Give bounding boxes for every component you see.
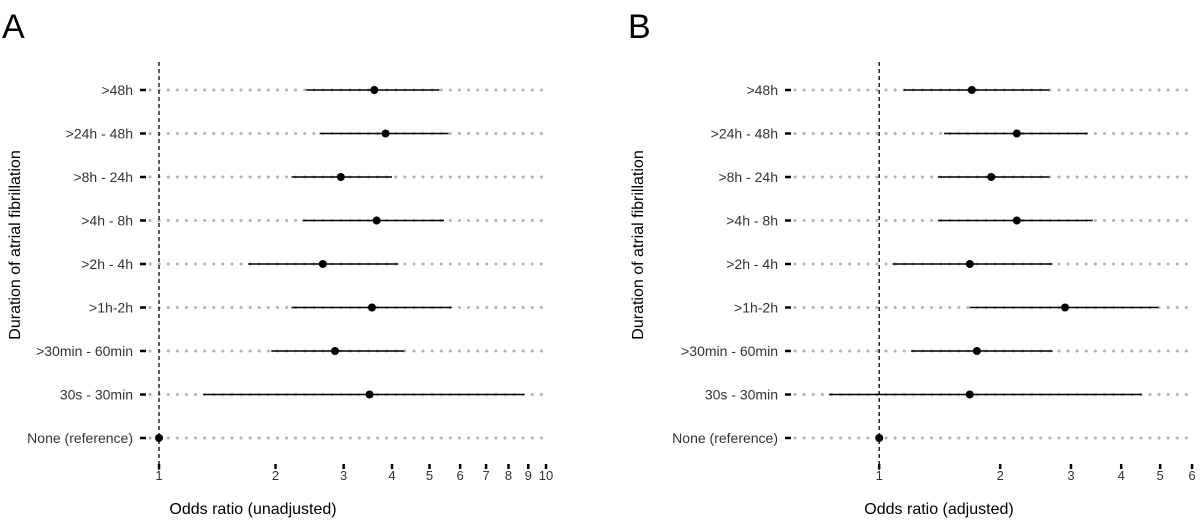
x-tick-label: 3 [1067, 468, 1074, 483]
panel-letter: B [628, 8, 651, 46]
x-tick-label: 6 [457, 468, 464, 483]
point-estimate [367, 303, 376, 312]
category-label: >4h - 8h [81, 213, 133, 229]
point-estimate [318, 260, 327, 268]
panel-b: B Duration of atrial fibrillation Odds r… [628, 8, 1196, 518]
x-axis-title: Odds ratio (adjusted) [864, 501, 1013, 518]
point-estimate [336, 173, 345, 181]
x-tick-label: 4 [388, 468, 395, 483]
point-estimate [365, 390, 374, 399]
category-label: >2h - 4h [81, 256, 133, 272]
x-tick-label: 2 [997, 468, 1004, 483]
x-tick-label: 8 [505, 468, 512, 483]
x-tick-label: 5 [426, 468, 433, 483]
point-estimate [331, 347, 340, 355]
point-estimate [1061, 303, 1070, 312]
y-axis-title: Duration of atrial fibrillation [7, 150, 24, 339]
x-tick-label: 5 [1157, 468, 1164, 483]
panel-letter: A [2, 8, 25, 46]
point-estimate [972, 347, 981, 355]
y-axis-title: Duration of atrial fibrillation [630, 150, 647, 339]
point-estimate [381, 129, 390, 138]
category-label: 30s - 30min [705, 387, 778, 403]
x-tick-label: 10 [539, 468, 553, 483]
point-estimate [965, 390, 974, 399]
x-axis-title: Odds ratio (unadjusted) [169, 501, 336, 518]
x-tick-label: 6 [1188, 468, 1195, 483]
x-tick-label: 1 [876, 468, 883, 483]
category-label: None (reference) [27, 430, 133, 446]
panel-a: A Duration of atrial fibrillation Odds r… [2, 8, 553, 518]
point-estimate [1012, 216, 1021, 225]
category-label: >2h - 4h [726, 256, 778, 272]
point-estimate [155, 434, 164, 442]
x-tick-label: 7 [482, 468, 489, 483]
category-label: >30min - 60min [681, 343, 778, 359]
category-label: >1h-2h [89, 300, 133, 316]
category-label: >24h - 48h [66, 126, 133, 142]
category-label: >48h [101, 82, 133, 98]
point-estimate [875, 434, 884, 442]
point-estimate [967, 86, 976, 94]
category-label: >8h - 24h [718, 169, 778, 185]
point-estimate [1012, 129, 1021, 138]
x-tick-label: 4 [1118, 468, 1125, 483]
point-estimate [372, 216, 381, 225]
category-label: >1h-2h [734, 300, 778, 316]
x-tick-label: 1 [155, 468, 162, 483]
x-tick-label: 3 [340, 468, 347, 483]
category-label: None (reference) [672, 430, 778, 446]
category-label: >24h - 48h [711, 126, 778, 142]
category-label: >30min - 60min [36, 343, 133, 359]
point-estimate [965, 260, 974, 268]
point-estimate [370, 86, 379, 94]
x-tick-label: 2 [272, 468, 279, 483]
category-label: >48h [746, 82, 778, 98]
point-estimate [987, 173, 996, 181]
category-label: >8h - 24h [73, 169, 133, 185]
category-label: >4h - 8h [726, 213, 778, 229]
category-label: 30s - 30min [60, 387, 133, 403]
x-tick-label: 9 [525, 468, 532, 483]
